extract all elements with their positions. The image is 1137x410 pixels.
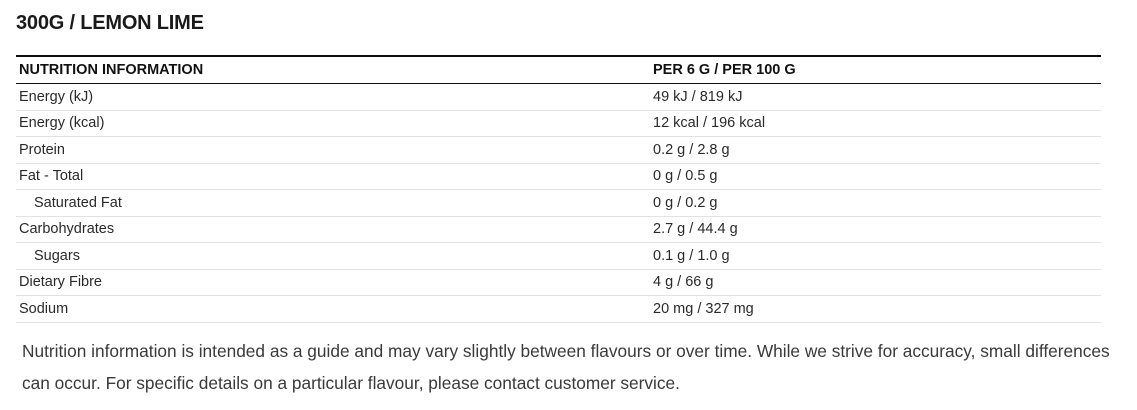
amount: 49 kJ / 819 kJ: [650, 83, 1101, 111]
sub-row: Sugars 0.1 g / 1.0 g: [16, 242, 1101, 270]
amount: 20 mg / 327 mg: [650, 295, 1101, 323]
row: Sodium 20 mg / 327 mg: [16, 295, 1101, 323]
nutrient: Sugars: [16, 242, 650, 270]
amount: 2.7 g / 44.4 g: [650, 216, 1101, 243]
nutrient: Fat - Total: [16, 163, 650, 190]
row: Carbohydrates 2.7 g / 44.4 g: [16, 216, 1101, 243]
row: Protein 0.2 g / 2.8 g: [16, 136, 1101, 164]
sub-row: Saturated Fat 0 g / 0.2 g: [16, 189, 1101, 217]
table-head: NUTRITION INFORMATION PER 6 G / PER 100 …: [16, 56, 1101, 84]
nutrient: Protein: [16, 136, 650, 164]
amount: 4 g / 66 g: [650, 269, 1101, 296]
row: Fat - Total 0 g / 0.5 g: [16, 163, 1101, 190]
nutrition-table: NUTRITION INFORMATION PER 6 G / PER 100 …: [16, 55, 1101, 323]
nutrient: Saturated Fat: [16, 189, 650, 217]
nutrient: Energy (kJ): [16, 83, 650, 111]
amount: 0.1 g / 1.0 g: [650, 242, 1101, 270]
amount: 0 g / 0.5 g: [650, 163, 1101, 190]
amount: 0 g / 0.2 g: [650, 189, 1101, 217]
nutrient: Energy (kcal): [16, 110, 650, 137]
header-cell: NUTRITION INFORMATION: [16, 56, 650, 84]
table-body: Energy (kJ) 49 kJ / 819 kJ Energy (kcal) 1…: [16, 83, 1101, 323]
row: Dietary Fibre 4 g / 66 g: [16, 269, 1101, 296]
disclaimer: Nutrition information is intended as a g…: [22, 341, 1110, 393]
header-row: NUTRITION INFORMATION PER 6 G / PER 100 …: [16, 56, 1101, 84]
row: Energy (kcal) 12 kcal / 196 kcal: [16, 110, 1101, 137]
nutrient: Dietary Fibre: [16, 269, 650, 296]
amount: 0.2 g / 2.8 g: [650, 136, 1101, 164]
row: Energy (kJ) 49 kJ / 819 kJ: [16, 83, 1101, 111]
product-title: 300G / LEMON LIME: [16, 12, 204, 34]
nutrient: Carbohydrates: [16, 216, 650, 243]
nutrient: Sodium: [16, 295, 650, 323]
header-cell: PER 6 G / PER 100 G: [650, 56, 1101, 84]
amount: 12 kcal / 196 kcal: [650, 110, 1101, 137]
